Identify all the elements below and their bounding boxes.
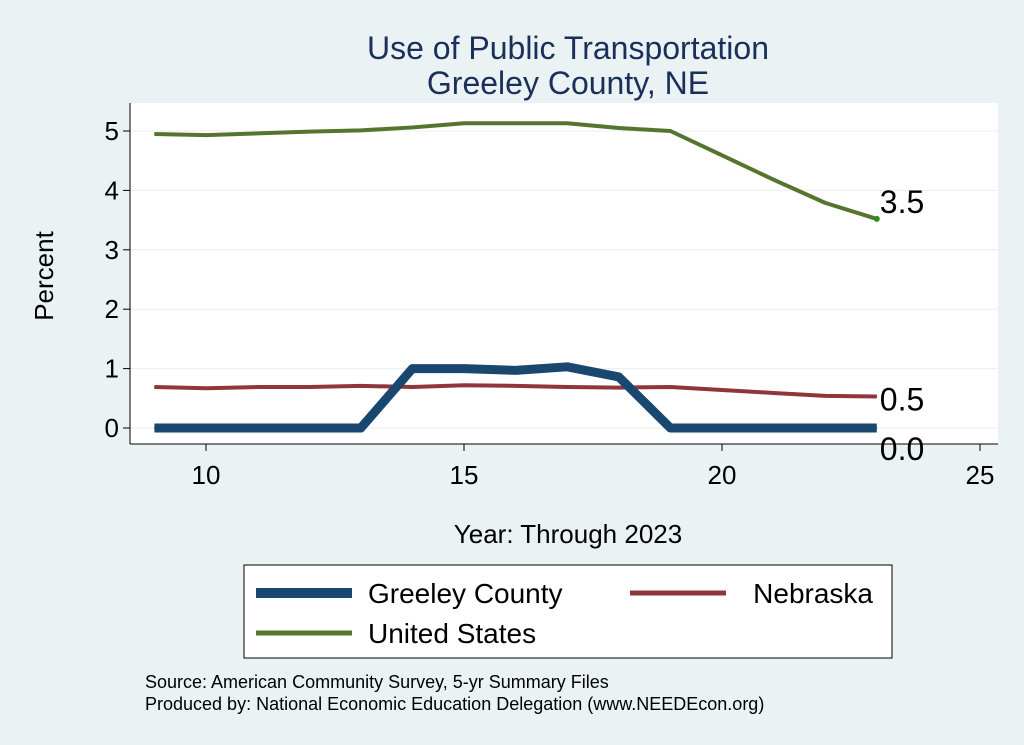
data-point-nebraska-17 xyxy=(566,386,568,388)
data-point-greeley-county-18 xyxy=(618,376,620,378)
source-note: Source: American Community Survey, 5-yr … xyxy=(145,672,609,692)
data-point-united-states-9 xyxy=(153,133,155,135)
data-point-nebraska-19 xyxy=(669,386,671,388)
legend-label-greeley-county: Greeley County xyxy=(368,578,563,609)
data-point-united-states-13 xyxy=(360,129,362,131)
data-point-united-states-10 xyxy=(205,134,207,136)
data-point-greeley-county-12 xyxy=(308,427,310,429)
data-point-greeley-county-20 xyxy=(721,427,723,429)
end-label-greeley-county: 0.0 xyxy=(880,431,924,467)
x-tick-label-15: 15 xyxy=(450,460,479,490)
data-point-greeley-county-10 xyxy=(205,427,207,429)
producer-note: Produced by: National Economic Education… xyxy=(145,694,764,714)
y-tick-label-4: 4 xyxy=(105,175,119,205)
data-point-united-states-15 xyxy=(463,122,465,124)
data-point-united-states-18 xyxy=(618,127,620,129)
end-label-nebraska: 0.5 xyxy=(880,382,924,418)
data-point-united-states-21 xyxy=(773,179,775,181)
data-point-nebraska-22 xyxy=(824,395,826,397)
data-point-united-states-19 xyxy=(669,130,671,132)
data-point-united-states-12 xyxy=(308,131,310,133)
y-tick-label-3: 3 xyxy=(105,235,119,265)
x-tick-label-20: 20 xyxy=(708,460,737,490)
y-tick-label-1: 1 xyxy=(105,354,119,384)
data-point-greeley-county-9 xyxy=(153,427,155,429)
series-layer xyxy=(153,121,880,433)
x-tick-label-10: 10 xyxy=(192,460,221,490)
chart-title-line-2: Greeley County, NE xyxy=(427,65,709,101)
legend-box xyxy=(243,564,893,659)
y-tick-label-2: 2 xyxy=(105,294,119,324)
chart-title-line-1: Use of Public Transportation xyxy=(367,30,769,66)
data-point-nebraska-12 xyxy=(308,386,310,388)
legend-label-united-states: United States xyxy=(368,618,536,649)
data-point-greeley-county-13 xyxy=(360,427,362,429)
data-point-greeley-county-17 xyxy=(566,366,568,368)
y-axis-label: Percent xyxy=(29,230,59,320)
data-point-nebraska-9 xyxy=(153,386,155,388)
data-point-nebraska-14 xyxy=(411,386,413,388)
data-point-nebraska-23 xyxy=(876,396,878,398)
y-ticks: 0 1 2 3 4 5 xyxy=(105,116,130,443)
data-point-greeley-county-19 xyxy=(669,427,671,429)
x-tick-label-25: 25 xyxy=(966,460,995,490)
data-point-greeley-county-14 xyxy=(411,368,413,370)
data-point-greeley-county-22 xyxy=(824,427,826,429)
data-point-united-states-22 xyxy=(824,202,826,204)
end-marker-united-states xyxy=(873,215,880,222)
data-point-nebraska-21 xyxy=(773,392,775,394)
data-point-greeley-county-15 xyxy=(463,368,465,370)
data-point-nebraska-20 xyxy=(721,389,723,391)
data-point-nebraska-13 xyxy=(360,385,362,387)
x-axis-label: Year: Through 2023 xyxy=(454,519,682,549)
data-point-greeley-county-23 xyxy=(876,427,878,429)
data-point-nebraska-18 xyxy=(618,387,620,389)
data-point-united-states-11 xyxy=(257,132,259,134)
data-point-greeley-county-21 xyxy=(773,427,775,429)
data-point-greeley-county-16 xyxy=(515,369,517,371)
data-point-united-states-14 xyxy=(411,126,413,128)
x-ticks: 10 15 20 25 xyxy=(192,444,995,490)
plot-area xyxy=(130,103,998,444)
data-point-greeley-county-11 xyxy=(257,427,259,429)
data-point-united-states-17 xyxy=(566,122,568,124)
end-label-united-states: 3.5 xyxy=(880,184,924,220)
data-point-nebraska-10 xyxy=(205,387,207,389)
end-labels: 0.5 3.5 0.0 xyxy=(880,184,924,467)
legend-label-nebraska: Nebraska xyxy=(753,578,873,609)
y-tick-label-5: 5 xyxy=(105,116,119,146)
y-tick-label-0: 0 xyxy=(105,413,119,443)
data-point-united-states-20 xyxy=(721,154,723,156)
data-point-nebraska-15 xyxy=(463,384,465,386)
data-point-united-states-16 xyxy=(515,122,517,124)
data-point-nebraska-11 xyxy=(257,386,259,388)
data-point-nebraska-16 xyxy=(515,385,517,387)
